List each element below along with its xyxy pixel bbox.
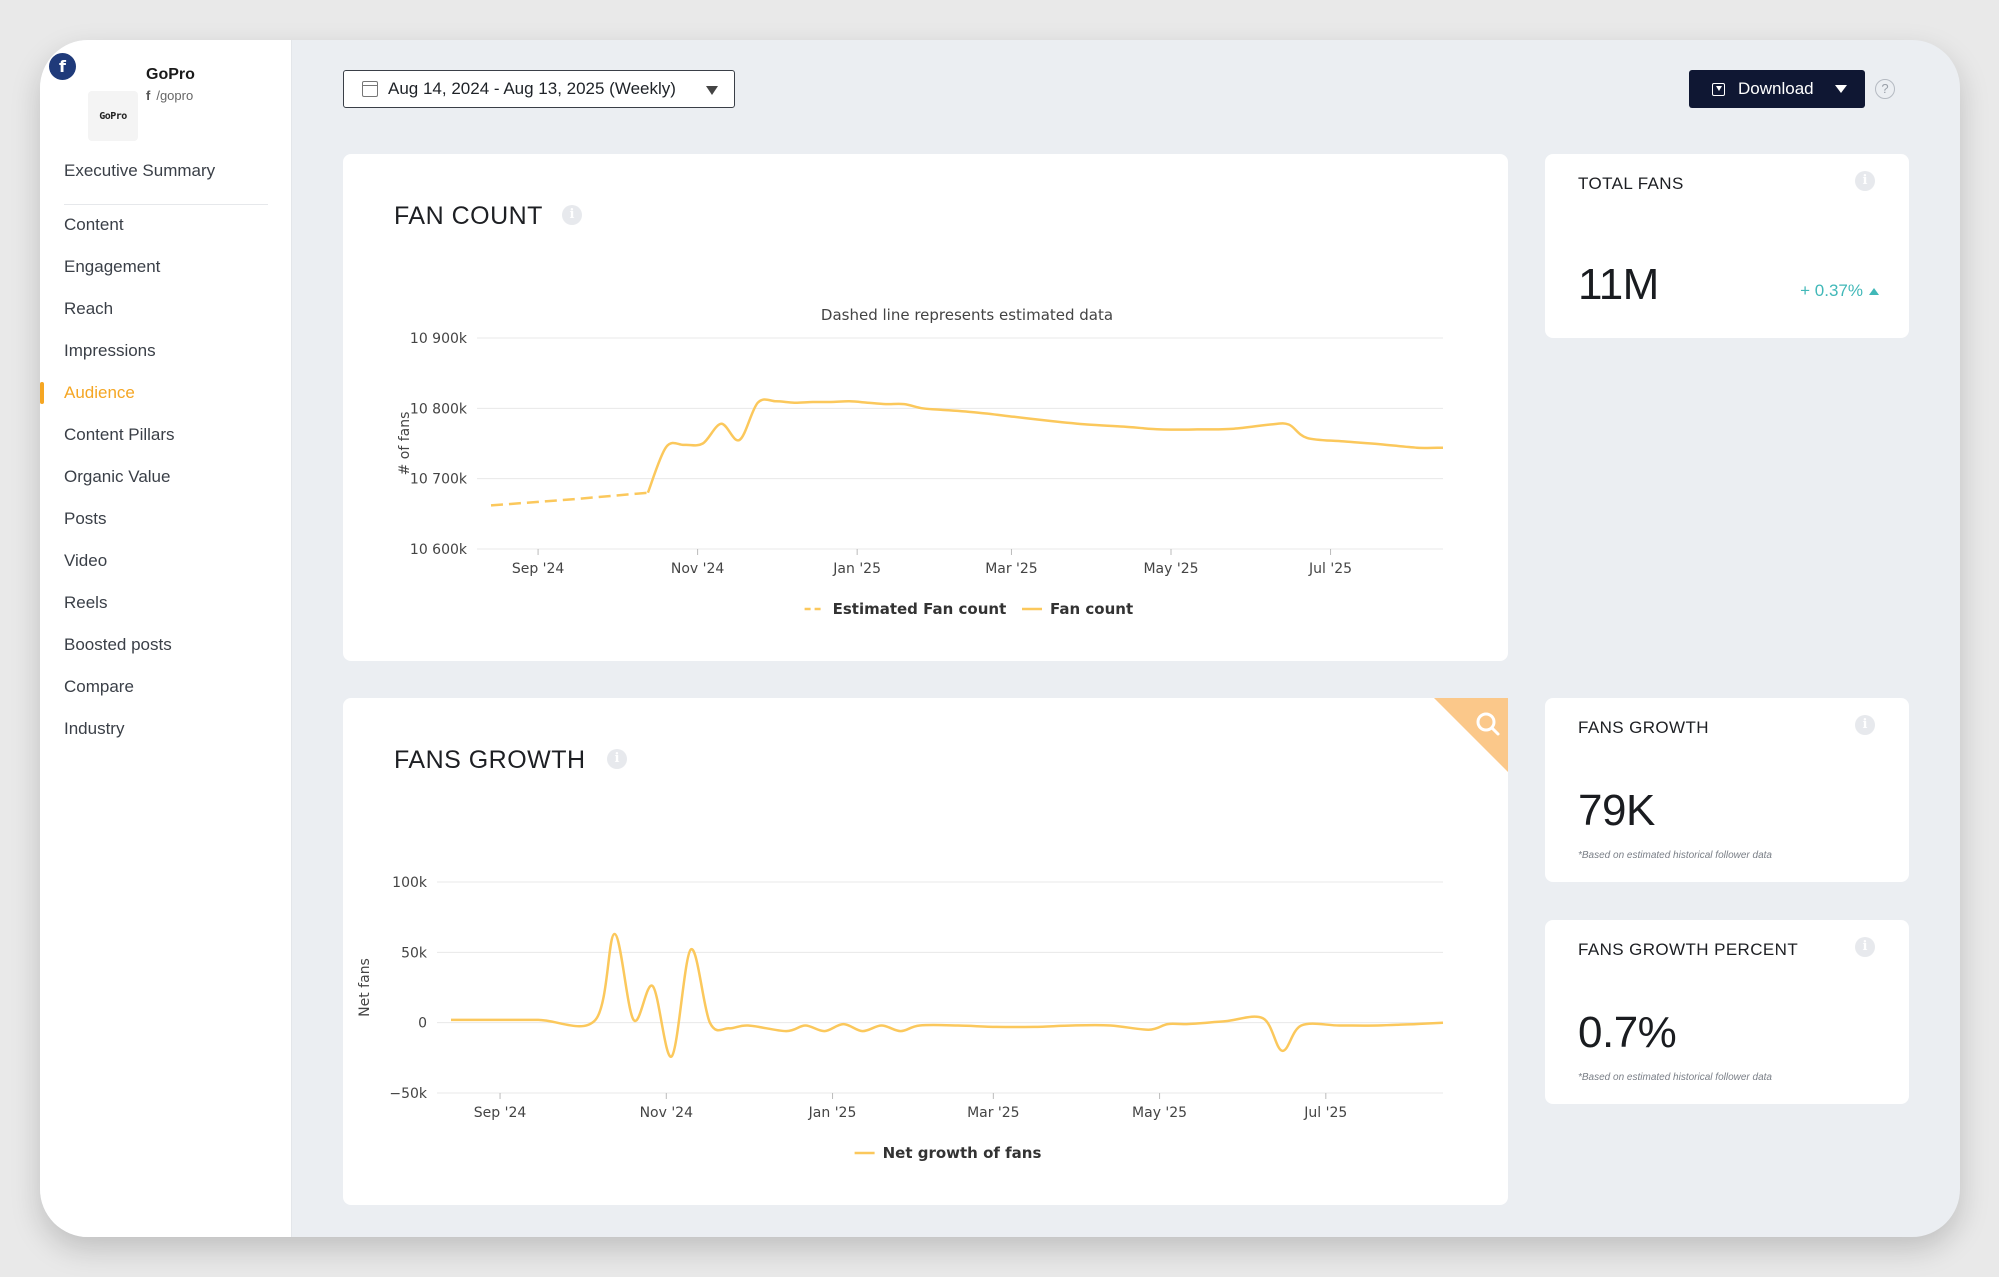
total-fans-card: TOTAL FANS i 11M + 0.37% <box>1545 154 1909 338</box>
sidebar-nav: Executive Summary Content Engagement Reach I… <box>40 150 292 750</box>
series-line <box>451 932 1444 1058</box>
profile-name: GoPro <box>146 66 195 83</box>
y-tick-label: 10 700k <box>410 472 468 488</box>
sidebar-item-impressions[interactable]: Impressions <box>64 341 156 360</box>
kpi-value: 11M <box>1578 260 1659 309</box>
fans-growth-chart: 100k 50k 0 −50k Net fans Sep '24 Nov '24 Jan '2… <box>357 875 1444 1162</box>
nav-divider <box>64 204 268 205</box>
y-tick-label: 10 900k <box>410 331 468 347</box>
fan-count-card: FAN COUNT i Dashed line represents estim… <box>343 154 1508 661</box>
download-icon <box>1712 82 1725 96</box>
x-tick-label: May '25 <box>1132 1105 1187 1121</box>
series-line <box>646 398 1444 494</box>
sidebar-item-compare[interactable]: Compare <box>64 677 134 696</box>
info-icon[interactable]: i <box>607 749 627 769</box>
x-tick-label: May '25 <box>1143 561 1198 577</box>
series-line <box>490 491 649 507</box>
sidebar-item-industry[interactable]: Industry <box>64 719 125 738</box>
y-axis-title: Net fans <box>357 958 373 1017</box>
sidebar-item-executive-summary[interactable]: Executive Summary <box>64 161 216 180</box>
sidebar-item-content-pillars[interactable]: Content Pillars <box>64 425 175 444</box>
x-tick-label: Mar '25 <box>985 561 1038 577</box>
x-tick-label: Jul '25 <box>1308 561 1352 577</box>
sidebar-item-video[interactable]: Video <box>64 551 108 570</box>
x-tick-label: Mar '25 <box>967 1105 1020 1121</box>
sidebar-item-posts[interactable]: Posts <box>64 509 107 528</box>
app-window: f GoPro GoPro f/gopro Executive Summary C… <box>40 40 1960 1237</box>
download-dropdown-icon[interactable] <box>1835 85 1847 93</box>
sidebar-item-audience[interactable]: Audience <box>40 372 292 414</box>
y-tick-label: 10 600k <box>410 542 468 558</box>
fans-growth-title: FANS GROWTH <box>394 746 586 774</box>
x-tick-label: Sep '24 <box>474 1105 527 1121</box>
y-tick-label: 50k <box>401 945 428 961</box>
brand-logo: GoPro <box>88 91 138 141</box>
x-tick-label: Jan '25 <box>808 1105 857 1121</box>
fans-growth-card: FANS GROWTH i 100k 50k 0 −50k Net fans Sep '2… <box>343 698 1508 1205</box>
legend-label: Estimated Fan count <box>833 600 1007 618</box>
y-axis-title: # of fans <box>397 412 413 476</box>
x-tick-label: Jul '25 <box>1303 1105 1347 1121</box>
sidebar-item-boosted-posts[interactable]: Boosted posts <box>64 635 172 654</box>
fans-growth-kpi-card: FANS GROWTH i 79K *Based on estimated hi… <box>1545 698 1909 882</box>
sidebar-item-engagement[interactable]: Engagement <box>64 257 161 276</box>
kpi-note: *Based on estimated historical follower … <box>1578 850 1772 861</box>
sidebar-item-organic-value[interactable]: Organic Value <box>64 467 171 486</box>
profile-handle-text: /gopro <box>156 88 194 103</box>
kpi-value: 0.7% <box>1578 1008 1677 1057</box>
y-tick-label: 10 800k <box>410 401 468 417</box>
legend-label: Fan count <box>1050 600 1133 618</box>
chevron-down-icon <box>706 86 718 95</box>
kpi-title: TOTAL FANS <box>1578 174 1684 193</box>
x-tick-label: Nov '24 <box>671 561 725 577</box>
info-icon[interactable]: i <box>1855 937 1875 957</box>
facebook-small-icon: f <box>146 88 151 103</box>
x-tick-label: Jan '25 <box>832 561 881 577</box>
kpi-value: 79K <box>1578 786 1655 835</box>
info-icon[interactable]: i <box>562 205 582 225</box>
date-range-picker[interactable]: Aug 14, 2024 - Aug 13, 2025 (Weekly) <box>343 70 735 108</box>
arrow-up-icon <box>1869 288 1879 296</box>
facebook-icon: f <box>49 53 76 80</box>
x-tick-label: Nov '24 <box>640 1105 694 1121</box>
y-tick-label: −50k <box>389 1086 428 1102</box>
fan-count-title: FAN COUNT <box>394 202 543 230</box>
fans-growth-percent-card: FANS GROWTH PERCENT i 0.7% *Based on est… <box>1545 920 1909 1104</box>
y-tick-label: 0 <box>418 1016 427 1032</box>
x-tick-label: Sep '24 <box>512 561 565 577</box>
profile-header[interactable]: f GoPro GoPro f/gopro <box>49 53 274 141</box>
download-label: Download <box>1738 79 1814 98</box>
kpi-title: FANS GROWTH PERCENT <box>1578 940 1799 959</box>
legend-label: Net growth of fans <box>883 1144 1042 1162</box>
kpi-note: *Based on estimated historical follower … <box>1578 1072 1772 1083</box>
y-tick-label: 100k <box>392 875 428 891</box>
sidebar-item-reels[interactable]: Reels <box>64 593 108 612</box>
info-icon[interactable]: i <box>1855 715 1875 735</box>
zoom-search-icon[interactable] <box>1434 698 1508 772</box>
kpi-change-value: + 0.37% <box>1800 281 1863 300</box>
chart-subtitle: Dashed line represents estimated data <box>821 306 1113 324</box>
calendar-icon <box>362 81 378 97</box>
sidebar: f GoPro GoPro f/gopro Executive Summary C… <box>40 40 292 1237</box>
kpi-change: + 0.37% <box>1800 281 1879 301</box>
download-button[interactable]: Download <box>1689 70 1865 108</box>
date-range-label: Aug 14, 2024 - Aug 13, 2025 (Weekly) <box>388 79 676 98</box>
profile-handle: f/gopro <box>146 88 193 103</box>
sidebar-item-content[interactable]: Content <box>64 215 124 234</box>
fan-count-chart: Dashed line represents estimated data 10 … <box>397 306 1444 618</box>
info-icon[interactable]: i <box>1855 171 1875 191</box>
kpi-title: FANS GROWTH <box>1578 718 1709 737</box>
help-icon[interactable]: ? <box>1875 79 1895 99</box>
sidebar-item-reach[interactable]: Reach <box>64 299 114 318</box>
